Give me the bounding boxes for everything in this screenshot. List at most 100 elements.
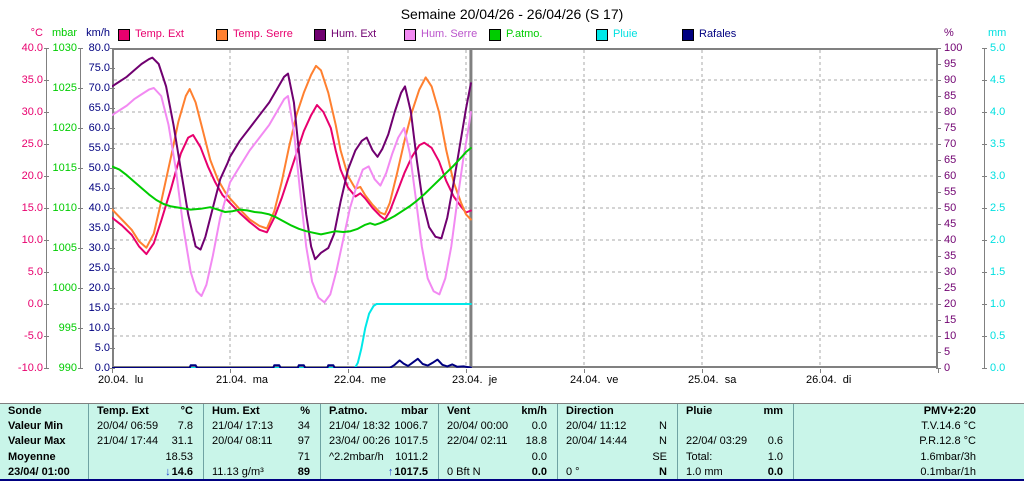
cell-value: 0.0 [767, 465, 783, 478]
cell-label: 1.0 mm [686, 465, 723, 478]
axis-tick-mark [982, 144, 987, 145]
plot-border [112, 48, 938, 368]
axis-tick-label: 5 [944, 346, 951, 358]
cell-value: % [300, 405, 310, 417]
table-cell: 1.6mbar/3h [793, 449, 1024, 465]
table-cell: Hum. Ext% [203, 404, 320, 420]
legend-swatch-icon [596, 28, 608, 41]
axis-tick-label: 20.0 [21, 170, 43, 182]
table-row: Moyenne 18.53 71 ^2.2mbar/h 1011.2 0.0 SE Total… [0, 449, 1024, 465]
cell-value: PMV+2:20 [923, 405, 976, 417]
axis-tick-label: 1015 [52, 162, 77, 174]
axis-tick-label: 50.0 [88, 162, 110, 174]
axis-tick-mark [936, 224, 941, 225]
cell-label: 22/04/ 02:11 [447, 435, 508, 448]
axis-tick-mark [936, 208, 941, 209]
legend-item-pluie: Pluie [596, 28, 637, 41]
legend-label: Hum. Serre [421, 28, 478, 40]
axis-tick-label: 0.5 [990, 330, 1006, 342]
axis-tick-mark [78, 48, 83, 49]
table-cell: P.atmo. mbar [320, 404, 438, 420]
legend-item-temp-ext: Temp. Ext [118, 28, 184, 41]
table-cell: 20/04/ 08:11 97 [203, 434, 320, 450]
table-cell: 23/04/ 01:00 [0, 465, 88, 480]
axis-tick-label: 1030 [52, 42, 77, 54]
axis-tick-mark [936, 304, 941, 305]
cell-value: 71 [297, 450, 310, 463]
day-tick-mark [584, 369, 585, 373]
axis-tick-mark [936, 320, 941, 321]
axis-tick-label: 5.0 [94, 342, 110, 354]
axis-tick-mark [936, 336, 941, 337]
axis-tick-label: 2.0 [990, 234, 1006, 246]
axis-tick-label: -10.0 [17, 362, 43, 374]
axis-unit-mm: mm [988, 27, 1007, 39]
table-cell: 22/04/ 02:11 18.8 [438, 434, 557, 450]
cell-label: 0 ° [566, 465, 580, 478]
cell-value: °C [180, 405, 193, 417]
axis-tick-mark [936, 176, 941, 177]
day-tick-mark [702, 369, 703, 373]
table-cell: Valeur Min [0, 419, 88, 434]
legend-item-hum-ext: Hum. Ext [314, 28, 377, 41]
cell-label: Total: [686, 450, 713, 463]
axis-tick-label: 35.0 [21, 74, 43, 86]
axis-tick-mark [78, 208, 83, 209]
axis-tick-label: 15 [944, 314, 957, 326]
table-cell: 20/04/ 11:12 N [557, 419, 677, 435]
cell-label: 11.13 g/m³ [212, 465, 264, 478]
cell-value: 89 [297, 465, 310, 478]
cell-value: N [659, 435, 667, 448]
table-cell: Temp. Ext °C [88, 404, 203, 420]
axis-tick-label: 35 [944, 250, 957, 262]
x-axis-label-day5: 25.04. sa [688, 374, 737, 386]
axis-tick-mark [936, 112, 941, 113]
cell-label: Sonde [8, 405, 42, 417]
table-cell: Total: 1.0 [677, 449, 793, 465]
table-cell: ^2.2mbar/h 1011.2 [320, 449, 438, 465]
day-tick-mark [230, 369, 231, 373]
axis-tick-label: 4.0 [990, 106, 1006, 118]
series-line-temp-ext [111, 104, 472, 256]
axis-tick-mark [44, 208, 49, 209]
axis-tick-label: -5.0 [24, 330, 43, 342]
legend-swatch-icon [118, 28, 130, 41]
axis-tick-mark [982, 48, 987, 49]
table-cell: 0 Bft N 0.0 [438, 464, 557, 480]
table-cell [677, 419, 793, 435]
axis-tick-label: 25 [944, 282, 957, 294]
legend-label: Hum. Ext [331, 28, 377, 40]
axis-tick-label: 15.0 [88, 302, 110, 314]
axis-tick-mark [44, 144, 49, 145]
legend-swatch-icon [314, 28, 326, 41]
table-cell: 71 [203, 449, 320, 465]
day-tick-mark [348, 369, 349, 373]
cell-label: Valeur Max [8, 435, 66, 448]
axis-tick-mark [936, 240, 941, 241]
axis-tick-mark [78, 88, 83, 89]
cell-label: Vent [447, 405, 471, 417]
table-cell: 0.0 [438, 449, 557, 465]
cell-value: 1011.2 [395, 450, 428, 463]
cell-value: 34 [297, 420, 310, 433]
axis-tick-label: 5.0 [27, 266, 43, 278]
axis-tick-mark [44, 336, 49, 337]
axis-tick-label: 65.0 [88, 102, 110, 114]
axis-unit-mbar: mbar [51, 27, 77, 39]
axis-tick-mark [44, 368, 49, 369]
axis-unit-%: % [944, 27, 954, 39]
x-axis-label-day2: 22.04. me [334, 374, 386, 386]
table-cell: Sonde [0, 404, 88, 419]
table-cell: SE [557, 449, 677, 465]
axis-tick-mark [78, 368, 83, 369]
cell-label: 0 Bft N [447, 465, 481, 478]
table-header-row: Sonde Temp. Ext °C Hum. Ext% P.atmo. mbar Vent… [0, 404, 1024, 420]
axis-tick-mark [936, 352, 941, 353]
cell-label: 22/04/ 03:29 [686, 435, 748, 448]
axis-tick-label: 55.0 [88, 142, 110, 154]
series-line-hum-serre [111, 87, 472, 304]
axis-tick-mark [982, 272, 987, 273]
axis-tick-label: 90 [944, 74, 957, 86]
axis-tick-label: 0.0 [990, 362, 1006, 374]
axis-tick-label: 50 [944, 202, 957, 214]
